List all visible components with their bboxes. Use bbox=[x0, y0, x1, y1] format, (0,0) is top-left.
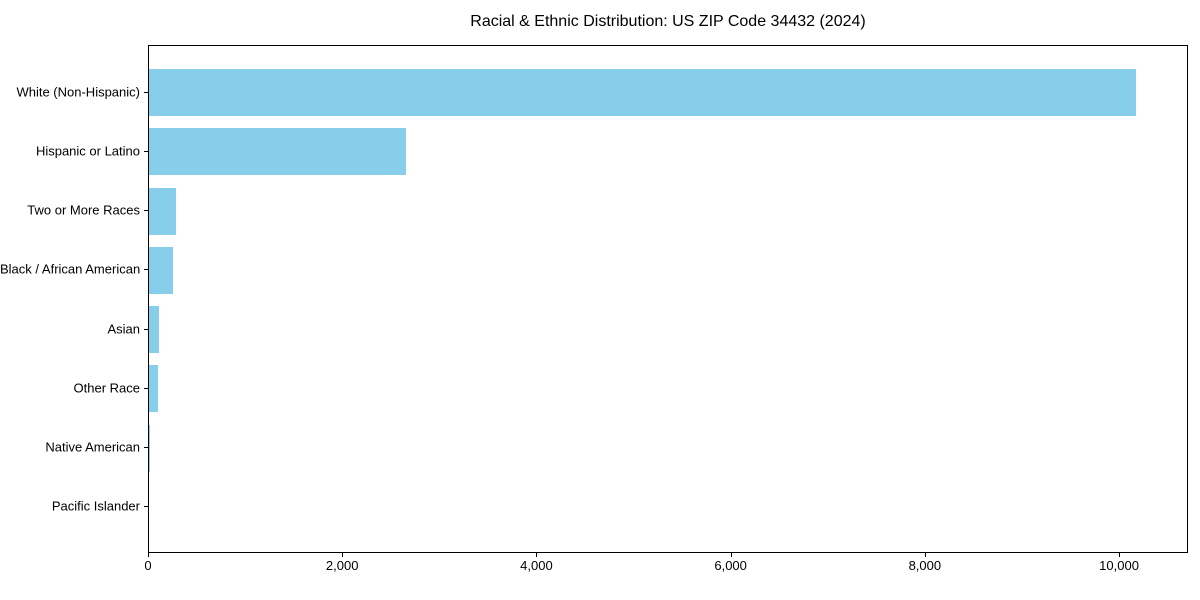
bar-native-american bbox=[149, 424, 151, 472]
y-tick-label: Hispanic or Latino bbox=[35, 143, 140, 159]
bar-two-or-more-races bbox=[149, 187, 176, 235]
x-tick-label: 6,000 bbox=[714, 558, 747, 573]
y-tick-mark bbox=[144, 328, 148, 330]
y-tick-label: Pacific Islander bbox=[51, 498, 140, 514]
x-tick-label: 4,000 bbox=[520, 558, 553, 573]
y-tick-label: Black / African American bbox=[0, 261, 141, 277]
bar-asian bbox=[149, 306, 160, 354]
y-tick-mark bbox=[144, 269, 148, 271]
y-tick-mark bbox=[144, 210, 148, 212]
y-tick-mark bbox=[144, 91, 148, 93]
x-tick-label: 2,000 bbox=[325, 558, 359, 573]
x-tick-label: 10,000 bbox=[1099, 558, 1139, 573]
y-tick-label: Native American bbox=[45, 439, 140, 455]
y-tick-mark bbox=[144, 387, 148, 389]
bar-black-african-american bbox=[149, 246, 174, 294]
y-tick-label: White (Non-Hispanic) bbox=[16, 84, 140, 100]
chart-title: Racial & Ethnic Distribution: US ZIP Cod… bbox=[470, 13, 866, 30]
y-tick-label: Other Race bbox=[73, 380, 140, 396]
y-tick-label: Asian bbox=[107, 321, 140, 337]
x-tick-label: 8,000 bbox=[908, 558, 942, 573]
y-tick-label: Two or More Races bbox=[27, 202, 140, 218]
x-tick-mark bbox=[730, 553, 732, 557]
x-tick-mark bbox=[536, 553, 538, 557]
bar-white-non-hispanic bbox=[149, 69, 1136, 117]
x-tick-label: 0 bbox=[144, 558, 152, 573]
y-tick-mark bbox=[144, 447, 148, 449]
y-tick-mark bbox=[144, 150, 148, 152]
x-tick-mark bbox=[924, 553, 926, 557]
y-tick-mark bbox=[144, 506, 148, 508]
x-tick-mark bbox=[148, 553, 149, 557]
bar-other-race bbox=[149, 365, 159, 413]
plot-area bbox=[148, 45, 1188, 553]
x-tick-mark bbox=[342, 553, 344, 557]
bar-hispanic-or-latino bbox=[149, 128, 406, 176]
x-tick-mark bbox=[1119, 553, 1121, 557]
